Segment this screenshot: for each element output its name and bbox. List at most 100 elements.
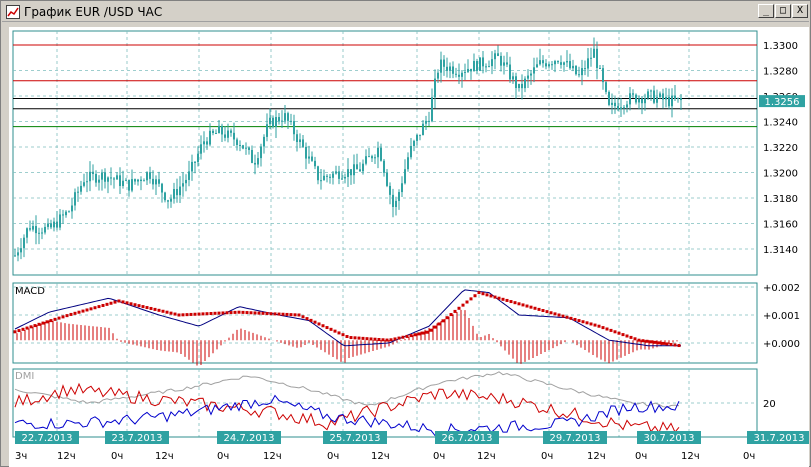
candle-body [599,68,601,70]
hour-label: 12ч [371,451,390,462]
candle-body [365,156,367,164]
date-label-bg [637,431,701,444]
candle-body [494,53,496,60]
candle-body [410,145,412,158]
candle-body [635,94,637,103]
close-button[interactable]: X [792,4,808,18]
macd-signal-dot [609,328,613,332]
macd-signal-dot [253,311,257,315]
candle-body [98,179,100,183]
macd-signal-dot [441,319,445,323]
candle-body [35,226,37,234]
macd-signal-dot [273,312,277,316]
candle-body [518,83,520,89]
candle-body [530,73,532,76]
macd-signal-dot [97,305,101,309]
macd-signal-dot [109,301,113,305]
candle-body [563,62,565,65]
candle-body [347,169,349,177]
candle-body [266,124,268,137]
candle-body [149,172,151,179]
candle-body [374,157,376,159]
macd-signal-dot [29,325,33,329]
macd-signal-dot [485,293,489,297]
candle-body [638,98,640,103]
macd-signal-dot [257,311,261,315]
macd-signal-dot [385,338,389,342]
candle-body [491,59,493,67]
chart-area[interactable]: 1.33001.32801.32601.32401.32201.32001.31… [9,27,811,467]
macd-axis: +0.002 +0.001 +0.000 [763,283,800,350]
candle-body [218,125,220,134]
macd-signal-dot [577,319,581,323]
candle-body [368,156,370,158]
title-bar[interactable]: График EUR /USD ЧАС _ □ X [2,2,809,22]
macd-signal-dot [653,340,657,344]
minimize-button[interactable]: _ [758,4,774,18]
candle-body [377,147,379,158]
candle-body [488,66,490,68]
candle-body [167,200,169,202]
candle-body [170,198,172,202]
macd-signal-dot [197,312,201,316]
macd-signal-dot [237,310,241,314]
macd-signal-dot [309,318,313,322]
macd-signal-dot [573,317,577,321]
candle-body [155,179,157,185]
candle-body [131,179,133,191]
candle-body [107,177,109,182]
candle-body [173,188,175,199]
hour-label: 0ч [217,451,229,462]
hour-label: 12ч [263,451,282,462]
candle-body [608,91,610,105]
macd-signal-dot [41,321,45,325]
candle-body [62,214,64,216]
macd-signal-dot [449,313,453,317]
candle-body [581,68,583,76]
candle-body [125,179,127,181]
macd-signal-dot [389,338,393,342]
candle-body [146,172,148,181]
macd-signal-dot [133,303,137,307]
candle-body [179,186,181,196]
macd-signal-dot [545,310,549,314]
candle-body [614,102,616,107]
macd-signal-dot [125,301,129,305]
maximize-button[interactable]: □ [775,4,791,18]
candle-body [590,57,592,59]
chart-canvas[interactable]: 1.33001.32801.32601.32401.32201.32001.31… [9,27,811,467]
candle-body [503,62,505,66]
candle-body [404,169,406,184]
candle-body [311,156,313,161]
candle-body [95,173,97,183]
candle-body [89,171,91,182]
candle-body [272,117,274,127]
date-label: 23.7.2013 [112,433,163,444]
candle-body [335,171,337,174]
macd-signal-dot [281,312,285,316]
candle-body [14,255,16,257]
macd-signal-dot [405,334,409,338]
candle-body [47,223,49,227]
macd-signal-dot [329,327,333,331]
macd-signal-dot [37,322,41,326]
price-axis: 1.33001.32801.32601.32401.32201.32001.31… [763,41,798,256]
macd-signal-dot [617,331,621,335]
candle-body [560,62,562,65]
candle-body [431,97,433,122]
candle-body [524,78,526,89]
candle-body [350,169,352,176]
macd-signal-dot [437,322,441,326]
candle-body [521,83,523,89]
candle-body [650,90,652,92]
macd-signal-dot [113,300,117,304]
macd-signal-dot [345,335,349,339]
candle-body [116,175,118,180]
macd-signal-dot [241,310,245,314]
macd-signal-dot [169,311,173,315]
candle-body [593,48,595,58]
macd-signal-dot [201,312,205,316]
macd-signal-dot [137,304,141,308]
macd-signal-dot [61,315,65,319]
candle-body [92,171,94,174]
